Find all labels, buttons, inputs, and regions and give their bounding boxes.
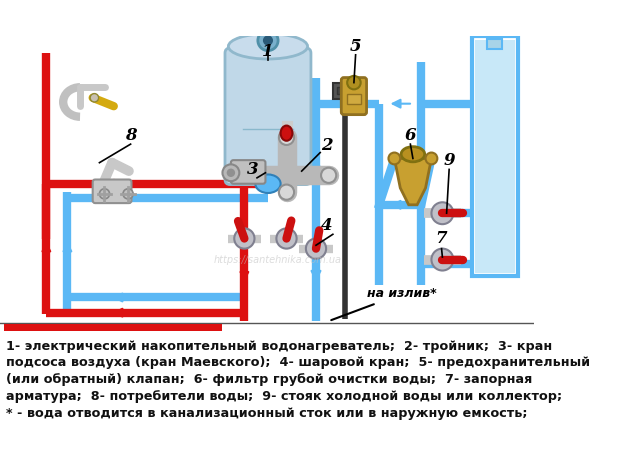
Ellipse shape [230, 168, 307, 184]
FancyBboxPatch shape [341, 77, 366, 115]
Ellipse shape [228, 34, 307, 59]
Circle shape [389, 153, 400, 165]
Circle shape [123, 189, 133, 199]
FancyBboxPatch shape [225, 48, 311, 184]
Text: 1: 1 [262, 43, 274, 60]
Text: * - вода отводится в канализационный сток или в наружную емкость;: * - вода отводится в канализационный сто… [6, 407, 527, 420]
Circle shape [432, 248, 453, 271]
Ellipse shape [256, 174, 281, 193]
Bar [333, 83, 358, 100]
Text: 3: 3 [247, 161, 259, 178]
Bar [487, 39, 502, 49]
Ellipse shape [401, 147, 425, 162]
FancyBboxPatch shape [93, 179, 131, 203]
Circle shape [279, 130, 294, 145]
Circle shape [279, 184, 294, 200]
Text: https://santehnika.com.ua: https://santehnika.com.ua [214, 254, 342, 265]
Circle shape [227, 169, 235, 177]
Text: 6: 6 [404, 127, 416, 144]
Ellipse shape [281, 125, 292, 141]
Circle shape [321, 168, 336, 183]
Circle shape [306, 238, 326, 259]
Circle shape [90, 94, 99, 102]
Text: 9: 9 [443, 153, 455, 170]
Bar [472, 36, 518, 277]
Circle shape [347, 76, 361, 89]
Bar [4, 325, 222, 331]
Text: (или обратный) клапан;  6- фильтр грубой очистки воды;  7- запорная: (или обратный) клапан; 6- фильтр грубой … [6, 373, 532, 386]
Text: арматура;  8- потребители воды;  9- стояк холодной воды или коллектор;: арматура; 8- потребители воды; 9- стояк … [6, 390, 562, 403]
Circle shape [258, 30, 278, 51]
Text: 7: 7 [436, 230, 448, 247]
Bar [476, 40, 515, 273]
FancyBboxPatch shape [231, 160, 266, 184]
Text: 2: 2 [321, 137, 333, 154]
Circle shape [223, 165, 239, 181]
Circle shape [263, 35, 273, 46]
Text: 1- электрический накопительный водонагреватель;  2- тройник;  3- кран: 1- электрический накопительный водонагре… [6, 340, 552, 353]
Text: подсоса воздуха (кран Маевского);  4- шаровой кран;  5- предохранительный: подсоса воздуха (кран Маевского); 4- шар… [6, 356, 590, 369]
Text: 4: 4 [321, 218, 333, 234]
Circle shape [425, 153, 437, 165]
Polygon shape [394, 159, 432, 205]
Circle shape [432, 202, 453, 224]
Bar [337, 87, 354, 94]
Bar [347, 94, 361, 104]
Text: на излив*: на излив* [331, 288, 436, 320]
Circle shape [234, 228, 254, 248]
Circle shape [236, 168, 252, 183]
Text: 8: 8 [125, 127, 136, 144]
Circle shape [100, 189, 110, 199]
Text: 5: 5 [350, 38, 361, 55]
Circle shape [276, 228, 297, 248]
